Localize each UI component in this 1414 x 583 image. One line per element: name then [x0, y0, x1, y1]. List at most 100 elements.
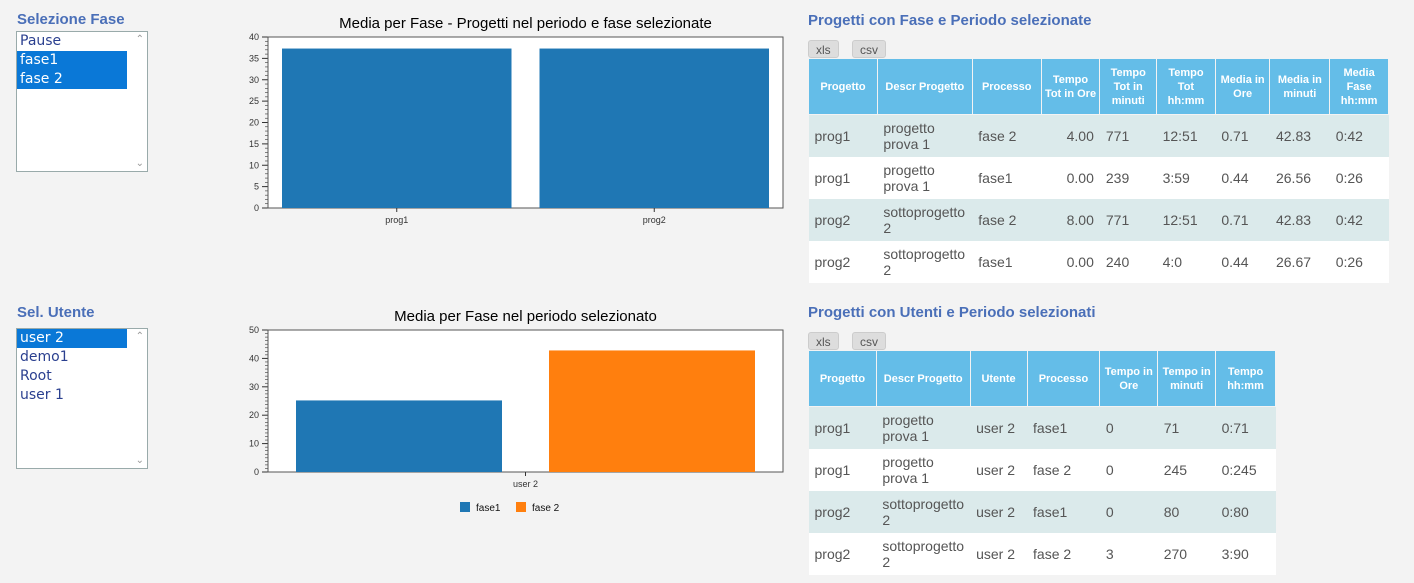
chart-title: Media per Fase nel periodo selezionato	[394, 308, 657, 325]
table-cell: 0:26	[1329, 156, 1389, 199]
table-cell: sottoprogetto 2	[877, 240, 973, 283]
scroll-down-icon[interactable]: ⌄	[135, 158, 144, 169]
column-header[interactable]: Tempo in minuti	[1157, 350, 1217, 407]
scroll-down-icon[interactable]: ⌄	[135, 455, 144, 466]
export-csv-button[interactable]: csv	[852, 40, 886, 58]
table-cell: 0.71	[1215, 198, 1270, 241]
table-cell: 0:42	[1329, 198, 1389, 241]
chart-fase-progetti: Media per Fase - Progetti nel periodo e …	[230, 10, 790, 240]
export-xls-button[interactable]: xls	[808, 332, 839, 350]
table-cell: 4:0	[1156, 240, 1216, 283]
table1-grid: Progetto Descr Progetto Processo Tempo Tot …	[808, 58, 1389, 283]
y-tick-label: 50	[249, 325, 259, 335]
column-header[interactable]: Media Fase hh:mm	[1329, 58, 1389, 115]
column-header[interactable]: Progetto	[808, 58, 878, 115]
table-cell: 0:80	[1215, 490, 1276, 533]
column-header[interactable]: Tempo Tot in Ore	[1040, 58, 1101, 115]
y-tick-label: 35	[249, 53, 259, 63]
table-row[interactable]: prog1 progetto prova 1 user 2 fase1 0 71 0:71	[808, 406, 1276, 449]
utente-option[interactable]: user 2	[17, 329, 127, 348]
utente-listbox-scrollbar[interactable]: ⌃ ⌄	[127, 329, 147, 468]
bar[interactable]	[296, 400, 502, 472]
bar[interactable]	[549, 350, 755, 472]
y-tick-label: 40	[249, 353, 259, 363]
table-cell: fase1	[1027, 490, 1100, 533]
table-cell: fase1	[1027, 406, 1100, 449]
table-cell: 0:71	[1215, 406, 1276, 449]
column-header[interactable]: Tempo Tot in minuti	[1099, 58, 1158, 115]
table-cell: fase 2	[1027, 448, 1100, 491]
table-cell: prog2	[808, 198, 878, 241]
column-header[interactable]: Descr Progetto	[876, 58, 973, 115]
y-tick-label: 25	[249, 96, 259, 106]
utente-option[interactable]: demo1	[20, 349, 69, 365]
column-header[interactable]: Progetto	[808, 350, 877, 407]
fase-listbox[interactable]: Pause fase1 fase 2 ⌃ ⌄	[16, 31, 148, 172]
column-header[interactable]: Descr Progetto	[875, 350, 971, 407]
table-row[interactable]: prog1 progetto prova 1 user 2 fase 2 0 245 0:2…	[808, 448, 1276, 491]
y-tick-label: 20	[249, 410, 259, 420]
table-cell: prog2	[808, 490, 877, 533]
table-cell: progetto prova 1	[876, 406, 971, 449]
bar[interactable]	[539, 48, 770, 209]
table-cell: 4.00	[1041, 114, 1100, 157]
legend-swatch	[460, 502, 470, 512]
table-row[interactable]: prog2 sottoprogetto 2 fase1 0.00 240 4:0 0.44 2…	[808, 240, 1389, 283]
table-cell: 0:26	[1329, 240, 1389, 283]
column-header[interactable]: Media in Ore	[1214, 58, 1271, 115]
y-tick-label: 5	[254, 182, 259, 192]
column-header[interactable]: Tempo Tot hh:mm	[1156, 58, 1216, 115]
export-xls-button[interactable]: xls	[808, 40, 839, 58]
export-csv-button[interactable]: csv	[852, 332, 886, 350]
fase-listbox-scrollbar[interactable]: ⌃ ⌄	[127, 32, 147, 171]
utente-option[interactable]: Root	[20, 368, 52, 384]
table-cell: 8.00	[1041, 198, 1100, 241]
table-cell: sottoprogetto 2	[876, 490, 971, 533]
column-header[interactable]: Media in minuti	[1269, 58, 1331, 115]
y-tick-label: 0	[254, 467, 259, 477]
bar[interactable]	[282, 48, 512, 209]
table-cell: 26.67	[1269, 240, 1330, 283]
table-row[interactable]: prog2 sottoprogetto 2 user 2 fase1 0 80 0:80	[808, 490, 1276, 533]
utente-option[interactable]: user 1	[20, 387, 64, 403]
column-header[interactable]: Processo	[1026, 350, 1101, 407]
y-tick-label: 30	[249, 382, 259, 392]
table-cell: prog1	[808, 406, 877, 449]
table-cell: progetto prova 1	[877, 114, 973, 157]
utente-listbox[interactable]: user 2 demo1 Root user 1 ⌃ ⌄	[16, 328, 148, 469]
scroll-up-icon[interactable]: ⌃	[135, 331, 144, 342]
table-row[interactable]: prog1 progetto prova 1 fase 2 4.00 771 12:51 0…	[808, 114, 1389, 157]
utente-section-title: Sel. Utente	[17, 304, 95, 321]
table-cell: 0	[1099, 490, 1158, 533]
table2-title: Progetti con Utenti e Periodo selezionat…	[808, 304, 1096, 321]
column-header[interactable]: Processo	[971, 58, 1042, 115]
legend-label: fase1	[476, 503, 501, 514]
table-cell: 71	[1157, 406, 1216, 449]
column-header[interactable]: Utente	[969, 350, 1028, 407]
fase-option[interactable]: fase 2	[17, 70, 127, 89]
table-cell: 26.56	[1269, 156, 1330, 199]
table-row[interactable]: prog2 sottoprogetto 2 user 2 fase 2 3 270 3:90	[808, 532, 1276, 575]
fase-option[interactable]: Pause	[20, 33, 62, 49]
y-tick-label: 0	[254, 203, 259, 213]
fase-option[interactable]: fase1	[17, 51, 127, 70]
table-cell: 270	[1157, 532, 1216, 575]
table-row[interactable]: prog1 progetto prova 1 fase1 0.00 239 3:59 0.4…	[808, 156, 1389, 199]
scroll-up-icon[interactable]: ⌃	[135, 34, 144, 45]
chart-title: Media per Fase - Progetti nel periodo e …	[339, 15, 712, 32]
table-cell: fase 2	[972, 198, 1042, 241]
table-cell: prog2	[808, 240, 878, 283]
column-header[interactable]: Tempo in Ore	[1099, 350, 1159, 407]
table-cell: 0	[1099, 448, 1158, 491]
table-row[interactable]: prog2 sottoprogetto 2 fase 2 8.00 771 12:51 0.…	[808, 198, 1389, 241]
table-cell: 3:59	[1156, 156, 1216, 199]
y-tick-label: 40	[249, 32, 259, 42]
table-cell: 0.00	[1041, 156, 1100, 199]
y-tick-label: 10	[249, 160, 259, 170]
table-cell: 42.83	[1269, 198, 1330, 241]
x-tick-label: prog1	[385, 215, 408, 225]
chart-fase-utente: Media per Fase nel periodo selezionato 0 1…	[230, 302, 790, 527]
column-header[interactable]: Tempo hh:mm	[1215, 350, 1276, 407]
x-tick-label: prog2	[643, 215, 666, 225]
table-cell: 240	[1099, 240, 1157, 283]
